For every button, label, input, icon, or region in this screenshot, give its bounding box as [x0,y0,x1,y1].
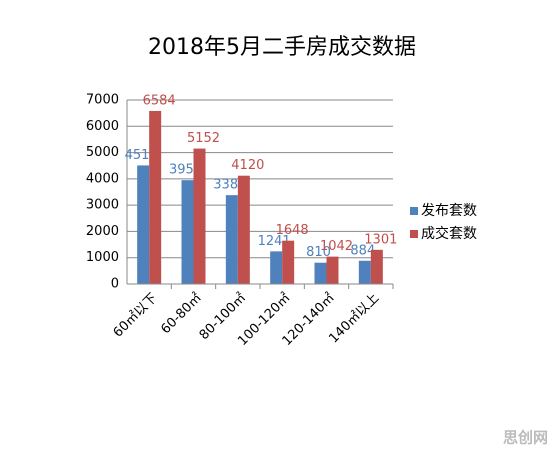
data-label: 810 [306,245,331,260]
y-tick-label: 0 [111,277,119,292]
data-label: 6584 [143,93,176,108]
legend-swatch [410,230,418,238]
bar [193,148,206,284]
legend-label: 成交套数 [421,225,477,242]
bar [237,175,250,284]
y-tick-label: 7000 [86,93,119,108]
data-label: 4120 [231,158,264,173]
bar [358,260,371,284]
legend-swatch [410,207,418,215]
bar [137,165,150,284]
bar [314,262,327,284]
y-tick-label: 1000 [86,250,119,265]
legend-label: 发布套数 [421,203,477,219]
y-tick-label: 4000 [86,171,119,186]
bar [225,195,238,284]
bar [326,256,339,284]
data-label: 5152 [187,131,220,146]
bar [370,249,383,284]
bar [282,240,295,284]
y-tick-label: 6000 [86,119,119,134]
bar [149,110,162,284]
data-label: 1648 [276,223,309,238]
bar [270,251,283,284]
data-label: 884 [350,243,375,258]
bar [181,180,194,284]
y-tick-label: 5000 [86,145,119,160]
data-label: 1042 [320,239,353,254]
data-label: 1301 [364,232,397,247]
y-tick-label: 2000 [86,224,119,239]
y-tick-label: 3000 [86,198,119,213]
chart-title: 2018年5月二手房成交数据 [148,35,416,60]
watermark: 思创网 [503,429,548,447]
